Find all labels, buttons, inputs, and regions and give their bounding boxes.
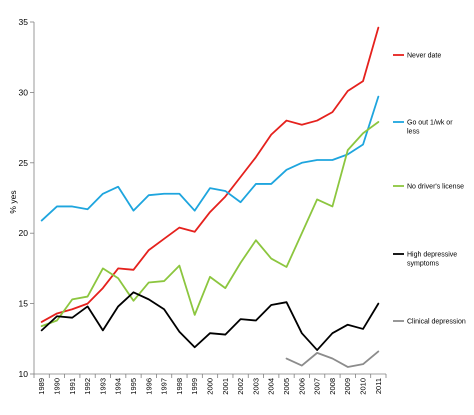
legend-label: High depressive symptoms [407, 252, 457, 268]
x-tick-label: 1995 [129, 378, 138, 395]
series-line-high-depressive-symptoms [40, 291, 380, 351]
x-tick-label: 1989 [37, 378, 46, 395]
x-tick-label: 1999 [190, 378, 199, 395]
x-tick-label: 2005 [282, 378, 291, 395]
x-tick-label: 1994 [114, 378, 123, 395]
x-tick-label: 1992 [83, 378, 92, 395]
legend-item: High depressive symptoms [393, 252, 457, 268]
legend-label: Go out 1/wk or less [407, 120, 453, 136]
x-tick-label: 1996 [144, 378, 153, 395]
series-line-go-out-1-wk-or-less [40, 95, 380, 222]
legend-item: Clinical depression [393, 319, 466, 326]
y-tick-label: 35 [19, 17, 29, 27]
x-tick-label: 1997 [160, 378, 169, 395]
x-tick-label: 2006 [297, 378, 306, 395]
x-tick-label: 1998 [175, 378, 184, 395]
y-tick-label: 25 [19, 158, 29, 168]
x-tick-label: 1993 [98, 378, 107, 395]
series-line-never-date [40, 26, 380, 323]
x-tick-label: 2011 [374, 378, 383, 394]
x-tick-label: 2007 [313, 378, 322, 395]
x-tick-label: 2009 [343, 378, 352, 395]
series-line-no-driver-s-license [40, 121, 380, 328]
chart-axes: 10 15 20 25 30 35 1989 1990 1991 1992 1993 1994 1995… [19, 17, 387, 395]
chart-legend: Never date Go out 1/wk or less No driver's … [393, 53, 466, 326]
x-tick-label: 1990 [52, 378, 61, 395]
x-tick-label: 2008 [328, 378, 337, 395]
x-tick-label: 2004 [267, 378, 276, 395]
legend-label: No driver's license [407, 184, 464, 191]
y-tick-label: 20 [19, 228, 29, 238]
y-tick-label: 10 [19, 369, 29, 379]
legend-item: Never date [393, 53, 441, 60]
x-tick-label: 1991 [68, 378, 77, 395]
y-tick-label: 30 [19, 87, 29, 97]
y-axis-label: % yes [8, 190, 18, 213]
legend-label: Clinical depression [407, 319, 466, 326]
x-tick-label: 2001 [221, 378, 230, 395]
x-tick-label: 2003 [251, 378, 260, 395]
x-tick-label: 2000 [206, 378, 215, 395]
x-tick-label: 2010 [359, 378, 368, 395]
x-tick-label: 2002 [236, 378, 245, 395]
series-line-clinical-depression [285, 350, 380, 368]
legend-label: Never date [407, 53, 441, 60]
chart-series [40, 26, 380, 368]
legend-item: No driver's license [393, 184, 464, 191]
y-tick-label: 15 [19, 299, 29, 309]
legend-item: Go out 1/wk or less [393, 120, 453, 136]
